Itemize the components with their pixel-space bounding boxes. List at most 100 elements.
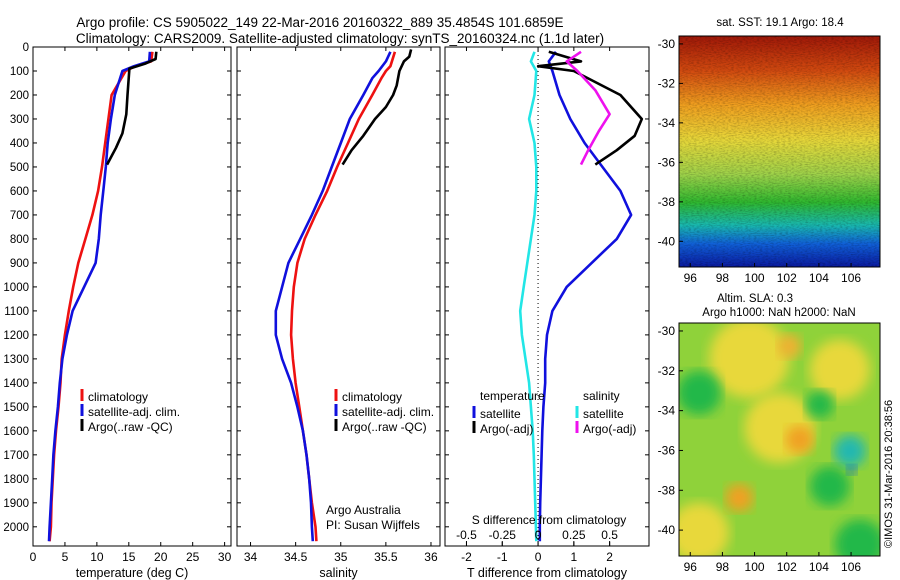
y-tick-label: 1500 xyxy=(3,402,29,414)
legend-label: Argo(..raw -QC) xyxy=(342,420,427,434)
sla-blob xyxy=(785,425,814,454)
panel-difference: -2 -1 0 1 2 T difference from climatology -0.5… xyxy=(444,46,650,580)
x-tick-label: 25 xyxy=(186,550,200,564)
x-tick-label: 20 xyxy=(154,550,168,564)
panel-sla_map: 96 98 100 102 104 106 -30 -32 -34 -36 -38 -40 Altim.… xyxy=(658,293,881,574)
legend-label: satellite-adj. clim. xyxy=(88,405,180,419)
map-x-tick-label: 98 xyxy=(716,560,730,574)
map-y-tick-label: -30 xyxy=(658,37,676,51)
plot-frame xyxy=(32,46,232,547)
plot-frame xyxy=(444,46,650,547)
y-tick-label: 600 xyxy=(10,186,29,198)
map-subtitle: Argo h1000: NaN h2000: NaN xyxy=(702,307,855,319)
series-line-argo-raw-qc- xyxy=(105,51,158,166)
legend-label: climatology xyxy=(88,390,148,404)
y-tick-label: 1800 xyxy=(3,474,29,486)
y-tick-label: 2000 xyxy=(3,522,29,534)
sla-blob xyxy=(805,390,834,419)
series-line-satellite-adj-clim- xyxy=(47,51,152,542)
map-x-tick-label: 100 xyxy=(745,271,765,285)
x2-tick-label: 0.5 xyxy=(601,528,618,542)
legend-title: salinity xyxy=(583,389,620,403)
plot-frame xyxy=(236,46,441,547)
map-title: sat. SST: 19.1 Argo: 18.4 xyxy=(716,17,844,29)
y-tick-label: 700 xyxy=(10,210,29,222)
series-line-argo-raw-qc- xyxy=(341,49,413,166)
map-field xyxy=(679,323,880,556)
map-y-tick-label: -38 xyxy=(658,195,676,209)
sla-blob xyxy=(679,370,722,415)
map-y-tick-label: -32 xyxy=(658,76,676,90)
map-x-tick-label: 96 xyxy=(684,271,698,285)
legend-label: satellite xyxy=(583,407,624,421)
series-line-salinity-satellite xyxy=(518,51,538,542)
sla-blob xyxy=(809,466,850,507)
map-y-tick-label: -38 xyxy=(658,483,676,497)
y-tick-label: 1900 xyxy=(3,498,29,510)
y-tick-label: 1100 xyxy=(4,306,29,318)
x-tick-label: 34.5 xyxy=(284,550,308,564)
map-y-tick-label: -34 xyxy=(658,116,676,130)
y-tick-label: 1300 xyxy=(3,354,29,366)
x-axis-label: temperature (deg C) xyxy=(76,566,189,580)
x-tick-label: 30 xyxy=(218,550,232,564)
x-tick-label: -2 xyxy=(461,550,472,564)
y-tick-label: 0 xyxy=(23,42,29,54)
x-axis-label: T difference from climatology xyxy=(467,566,628,580)
x-axis-label: salinity xyxy=(319,566,358,580)
x2-tick-label: -0.25 xyxy=(489,528,517,542)
header-line2: Climatology: CARS2009. Satellite-adjuste… xyxy=(76,31,604,46)
legend-label: climatology xyxy=(342,390,402,404)
sla-blob xyxy=(725,483,754,512)
x-tick-label: 35 xyxy=(334,550,348,564)
y-tick-label: 800 xyxy=(10,234,29,246)
y-tick-label: 900 xyxy=(10,258,29,270)
map-y-tick-label: -34 xyxy=(658,404,676,418)
y-tick-label: 1700 xyxy=(3,450,29,462)
annotation-text: PI: Susan Wijffels xyxy=(326,518,420,532)
map-x-tick-label: 106 xyxy=(841,560,861,574)
map-x-tick-label: 96 xyxy=(684,560,698,574)
x-tick-label: 15 xyxy=(122,550,136,564)
x-tick-label: 1 xyxy=(570,550,577,564)
x-tick-label: 34 xyxy=(244,550,258,564)
header-line1: Argo profile: CS 5905022_149 22-Mar-2016… xyxy=(76,15,563,30)
map-y-tick-label: -40 xyxy=(658,234,676,248)
map-field xyxy=(679,36,880,267)
map-y-tick-label: -36 xyxy=(658,155,676,169)
y-tick-label: 200 xyxy=(10,90,29,102)
y-tick-label: 500 xyxy=(10,162,29,174)
legend-label: Argo(-adj) xyxy=(583,422,636,436)
map-x-tick-label: 104 xyxy=(809,560,829,574)
sst-texture xyxy=(679,36,880,267)
map-x-tick-label: 106 xyxy=(841,271,861,285)
map-title: Altim. SLA: 0.3 xyxy=(717,293,793,305)
sla-blob xyxy=(679,502,730,556)
legend-label: satellite-adj. clim. xyxy=(342,405,434,419)
panel-salinity: 34 34.5 35 35.5 36 salinity climatologysatelli… xyxy=(236,46,441,580)
sla-blob xyxy=(833,435,866,468)
panel-temperature: 0 5 10 15 20 25 300100200300400500600700800900… xyxy=(3,42,231,580)
map-y-tick-label: -40 xyxy=(658,523,676,537)
map-x-tick-label: 102 xyxy=(777,560,797,574)
sla-blob-core xyxy=(846,464,857,475)
x2-tick-label: 0 xyxy=(535,528,542,542)
sla-blob xyxy=(809,339,870,400)
x2-tick-label: -0.5 xyxy=(456,528,477,542)
x-tick-label: 10 xyxy=(90,550,104,564)
map-y-tick-label: -32 xyxy=(658,364,676,378)
map-x-tick-label: 98 xyxy=(716,271,730,285)
map-y-tick-label: -30 xyxy=(658,324,676,338)
y-tick-label: 300 xyxy=(10,114,29,126)
y-tick-label: 1000 xyxy=(3,282,29,294)
x-tick-label: 0 xyxy=(30,550,37,564)
legend-label: Argo(-adj) xyxy=(480,422,533,436)
x2-tick-label: 0.25 xyxy=(562,528,586,542)
legend-label: satellite xyxy=(480,407,521,421)
map-y-tick-label: -36 xyxy=(658,443,676,457)
map-x-tick-label: 102 xyxy=(777,271,797,285)
x2-axis-label: S difference from climatology xyxy=(472,513,627,527)
x-tick-label: -1 xyxy=(497,550,508,564)
annotation-text: Argo Australia xyxy=(326,503,401,517)
